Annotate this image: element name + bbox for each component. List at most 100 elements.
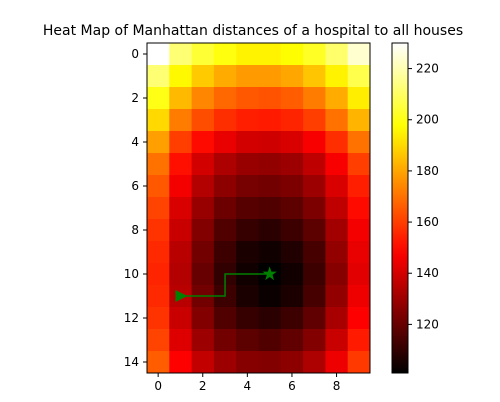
- heatmap-cell: [191, 219, 215, 242]
- heatmap-cell: [213, 131, 237, 154]
- heatmap-cell: [347, 241, 371, 264]
- heatmap-cell: [213, 65, 237, 88]
- heatmap-cell: [325, 307, 349, 330]
- heatmap-cell: [169, 131, 193, 154]
- heatmap-cell: [191, 65, 215, 88]
- heatmap-cell: [147, 175, 170, 198]
- heatmap-cell: [280, 307, 304, 330]
- heatmap-cell: [213, 329, 237, 352]
- heatmap-cell: [169, 263, 193, 286]
- y-tick-label: 8: [131, 223, 139, 237]
- heatmap-cell: [147, 285, 170, 308]
- heatmap-cell: [169, 241, 193, 264]
- heatmap-cell: [169, 175, 193, 198]
- colorbar-tick-label: 200: [416, 113, 439, 127]
- heatmap-cell: [191, 351, 215, 374]
- heatmap-cell: [147, 241, 170, 264]
- heatmap-cell: [280, 109, 304, 132]
- heatmap-cell: [303, 285, 326, 308]
- heatmap-cell: [303, 197, 326, 220]
- heatmap-cell: [191, 153, 215, 176]
- route-start-marker: [175, 290, 188, 302]
- colorbar-tick-label: 140: [416, 266, 439, 280]
- heatmap-cell: [325, 131, 349, 154]
- heatmap-cell: [191, 197, 215, 220]
- heatmap-cell: [236, 43, 259, 66]
- heatmap-cell: [236, 219, 259, 242]
- heatmap-cell: [191, 43, 215, 66]
- x-tick-label: 0: [154, 379, 162, 393]
- heatmap-cell: [258, 219, 282, 242]
- heatmap-cell: [303, 153, 326, 176]
- heatmap-cell: [147, 351, 170, 374]
- heatmap-cell: [258, 285, 282, 308]
- heatmap-cell: [325, 263, 349, 286]
- heatmap-cell: [258, 307, 282, 330]
- heatmap-cell: [347, 351, 371, 374]
- x-tick-label: 8: [333, 379, 341, 393]
- heatmap-cell: [236, 197, 259, 220]
- heatmap-cell: [213, 197, 237, 220]
- heatmap-cell: [213, 87, 237, 110]
- heatmap-cell: [213, 109, 237, 132]
- heatmap-cell: [147, 329, 170, 352]
- chart-title: Heat Map of Manhattan distances of a hos…: [43, 23, 463, 39]
- heatmap-cell: [236, 175, 259, 198]
- heatmap-cell: [303, 131, 326, 154]
- heatmap-cell: [191, 131, 215, 154]
- heatmap-cell: [280, 219, 304, 242]
- heatmap-cell: [258, 175, 282, 198]
- heatmap-cell: [236, 65, 259, 88]
- heatmap-cell: [258, 197, 282, 220]
- heatmap-cell: [191, 175, 215, 198]
- heatmap-cell: [191, 263, 215, 286]
- heatmap-cell: [325, 241, 349, 264]
- heatmap-cell: [258, 131, 282, 154]
- heatmap-cell: [303, 87, 326, 110]
- heatmap-cell: [169, 65, 193, 88]
- heatmap-cell: [169, 351, 193, 374]
- heatmap-cell: [280, 329, 304, 352]
- heatmap-cell: [258, 43, 282, 66]
- heatmap-cell: [191, 109, 215, 132]
- colorbar-tick-label: 120: [416, 317, 439, 331]
- heatmap-cell: [169, 87, 193, 110]
- heatmap-cell: [236, 87, 259, 110]
- heatmap-cell: [169, 153, 193, 176]
- heatmap-cell: [303, 175, 326, 198]
- y-axis: 0 2 4 6 8 10 12 14: [124, 47, 147, 369]
- heatmap-cell: [236, 351, 259, 374]
- heatmap-cell: [191, 329, 215, 352]
- heatmap-cell: [325, 219, 349, 242]
- heatmap-cell: [191, 307, 215, 330]
- heatmap-cell: [280, 351, 304, 374]
- y-tick-label: 2: [131, 91, 139, 105]
- heatmap-cell: [147, 109, 170, 132]
- heatmap-cell: [213, 351, 237, 374]
- heatmap-cell: [325, 285, 349, 308]
- x-tick-label: 2: [199, 379, 207, 393]
- heatmap-cell: [236, 131, 259, 154]
- heatmap-cell: [213, 153, 237, 176]
- heatmap-cell: [191, 87, 215, 110]
- y-tick-label: 14: [124, 355, 139, 369]
- heatmap-cell: [169, 43, 193, 66]
- heatmap-cell: [236, 241, 259, 264]
- heatmap-cell: [347, 43, 371, 66]
- colorbar: [391, 42, 409, 374]
- heatmap-cell: [303, 65, 326, 88]
- heatmap-cell: [147, 307, 170, 330]
- heatmap-cell: [347, 219, 371, 242]
- heatmap-cell: [236, 285, 259, 308]
- heatmap-cell: [213, 175, 237, 198]
- y-tick-label: 6: [131, 179, 139, 193]
- heatmap-cell: [303, 43, 326, 66]
- heatmap-cell: [347, 109, 371, 132]
- heatmap-cell: [213, 219, 237, 242]
- colorbar-tick-label: 220: [416, 62, 439, 76]
- heatmap-cell: [347, 87, 371, 110]
- heatmap-cell: [147, 263, 170, 286]
- y-tick-label: 4: [131, 135, 139, 149]
- heatmap-cell: [147, 219, 170, 242]
